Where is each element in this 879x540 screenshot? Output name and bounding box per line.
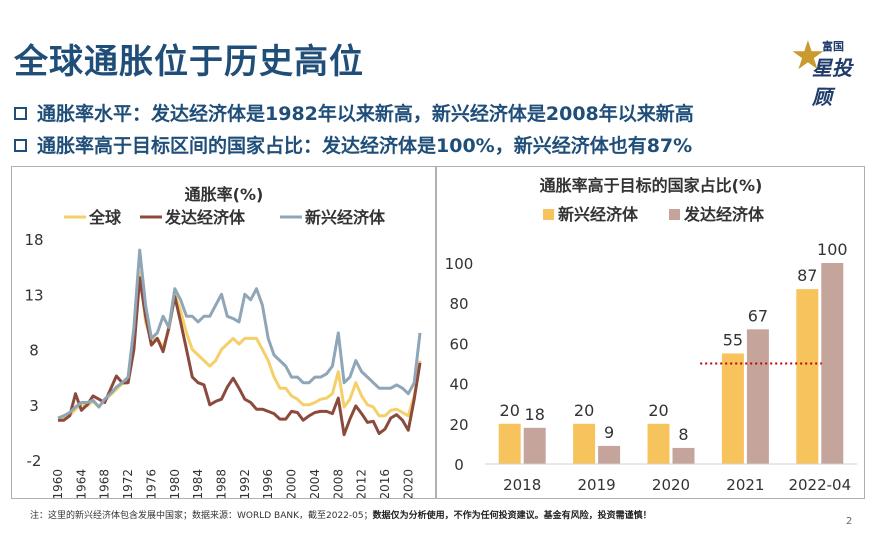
line-chart-panel: 通胀率(%) 全球 发达经济体 新兴经济体 18 13 8 3 -2 1960 1964 1… [11,166,436,500]
line-chart-title: 通胀率(%) [185,185,264,204]
y-tick-label: 80 [449,295,468,313]
x-tick-label: 1992 [238,469,252,498]
x-tick-label: 2020 [652,476,690,494]
bar-developed [821,263,844,464]
bar-emerging [573,423,596,464]
bar-legend: 新兴经济体 发达经济体 [543,205,765,224]
y-tick-label: 8 [29,342,39,360]
x-tick-label: 2018 [503,476,541,494]
legend-swatch-developed [669,209,680,220]
bar-value-label: 20 [574,401,594,420]
y-tick-label: -2 [27,452,42,470]
bullet-1-text: 通胀率水平：发达经济体是1982年以来新高，新兴经济体是2008年以来新高 [37,103,694,125]
checkbox-square-icon [14,139,27,152]
legend-label-global: 全球 [88,208,122,227]
footnote-source: 注：这里的新兴经济体包含发展中国家；数据来源：WORLD BANK，截至2022… [30,511,373,521]
bar-developed [746,329,769,464]
bar-value-label: 18 [525,405,545,424]
x-tick-label: 1960 [51,469,65,498]
bar-emerging [721,353,744,464]
x-tick-label: 2022-04 [788,476,851,494]
footnote: 注：这里的新兴经济体包含发展中国家；数据来源：WORLD BANK，截至2022… [30,508,652,521]
x-tick-label: 1972 [121,469,135,498]
legend-label-emerging: 新兴经济体 [558,205,639,224]
legend-label-emerging: 新兴经济体 [305,208,386,227]
star-icon: ★ [790,33,826,79]
x-tick-label: 1980 [168,469,182,498]
bar-value-label: 8 [678,425,688,444]
bar-value-label: 67 [748,306,768,325]
bar-emerging [796,289,819,464]
bullet-2-text: 通胀率高于目标区间的国家占比：发达经济体是100%，新兴经济体也有87% [37,135,693,157]
series-line-global [57,270,422,422]
legend-swatch-emerging [543,209,554,220]
bar-value-label: 9 [604,423,614,442]
x-tick-label: 1976 [144,469,158,498]
x-tick-label: 2016 [378,469,392,498]
x-tick-label: 1968 [98,469,112,498]
bar-value-label: 20 [500,401,520,420]
x-tick-label: 1996 [261,469,275,498]
x-tick-label: 2019 [578,476,616,494]
y-tick-label: 13 [24,286,43,304]
bullet-2: 通胀率高于目标区间的国家占比：发达经济体是100%，新兴经济体也有87% [14,131,692,158]
page-number: 2 [846,516,853,527]
y-tick-label: 20 [449,416,468,434]
y-tick-label: 18 [24,231,43,249]
checkbox-square-icon [14,107,27,120]
legend-label-developed: 发达经济体 [164,208,246,227]
y-tick-label: 3 [29,397,39,415]
brand-logo: ★ 富国 星投顾 [790,33,870,109]
series-line-developed [58,276,422,437]
series-line-emerging [57,248,422,420]
bar-developed [672,447,695,464]
bar-developed [523,427,546,464]
y-tick-label: 60 [449,335,468,353]
bar-chart: 通胀率高于目标的国家占比(%) 新兴经济体 发达经济体 100 80 60 40 20 0… [445,176,857,494]
logo-main-text: 星投顾 [812,56,852,109]
bar-developed [598,445,621,464]
legend-label-developed: 发达经济体 [683,205,765,224]
x-tick-label: 2000 [285,469,299,498]
bar-value-label: 87 [797,266,817,285]
footnote-disclaimer: 数据仅为分析使用，不作为任何投资建议。基金有风险，投资需谨慎！ [372,511,652,521]
x-tick-label: 2008 [331,469,345,498]
x-tick-label: 2021 [726,476,764,494]
x-tick-label: 2012 [355,469,369,498]
bar-emerging [647,423,670,464]
line-legend: 全球 发达经济体 新兴经济体 [64,208,386,227]
x-tick-label: 1988 [214,469,228,498]
bar-value-label: 100 [817,240,848,259]
line-chart: 通胀率(%) 全球 发达经济体 新兴经济体 18 13 8 3 -2 1960 1964 1… [24,185,422,500]
y-tick-label: 100 [445,255,474,273]
bullet-1: 通胀率水平：发达经济体是1982年以来新高，新兴经济体是2008年以来新高 [14,99,694,126]
bar-chart-title: 通胀率高于目标的国家占比(%) [540,176,763,195]
bar-value-label: 20 [648,401,668,420]
x-tick-label: 1984 [191,469,205,498]
logo-top-text: 富国 [822,40,844,53]
x-tick-label: 2004 [308,469,322,498]
bar-emerging [498,423,521,464]
y-tick-label: 40 [449,376,468,394]
page-title: 全球通胀位于历史高位 [14,42,364,82]
bar-chart-panel: 通胀率高于目标的国家占比(%) 新兴经济体 发达经济体 100 80 60 40 20 0… [436,166,865,499]
x-tick-label: 1964 [74,469,88,498]
bar-value-label: 55 [723,330,743,349]
x-tick-label: 2020 [401,469,415,498]
y-tick-label: 0 [454,456,464,474]
